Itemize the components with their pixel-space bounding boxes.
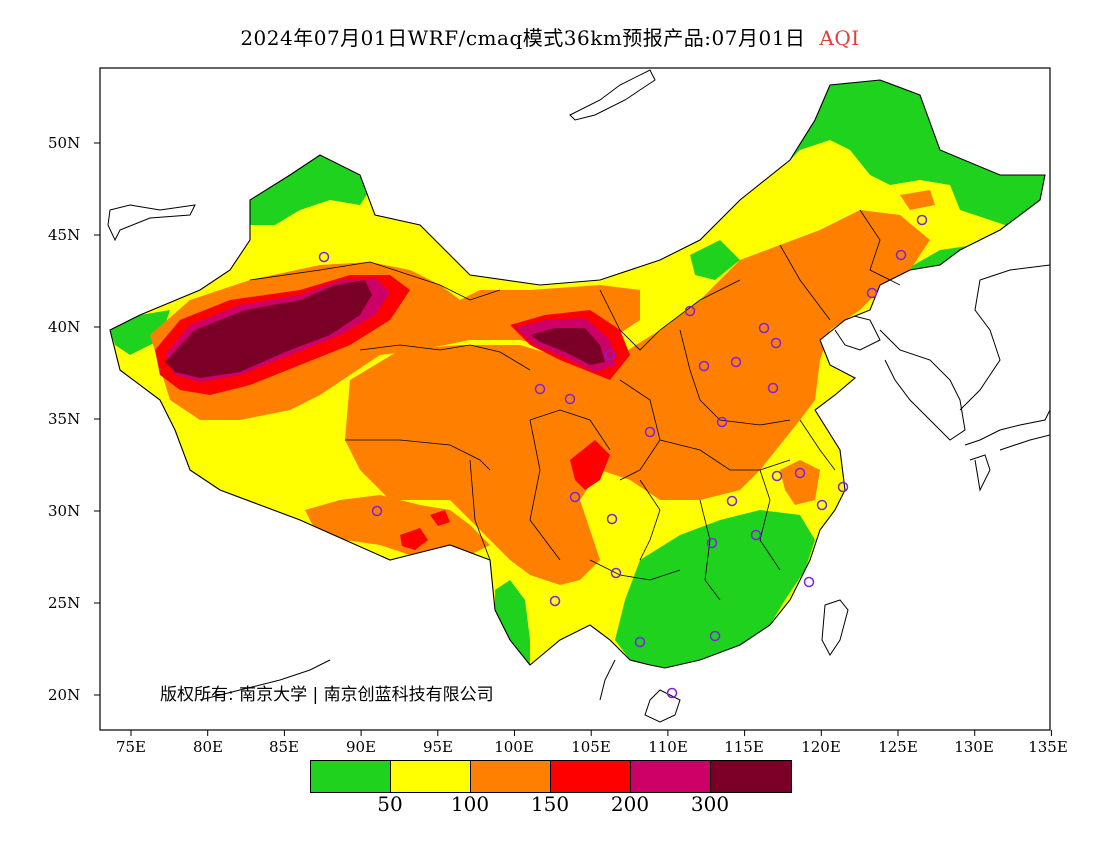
lat-label-40n: 40N bbox=[48, 318, 81, 336]
station-markers bbox=[318, 214, 928, 699]
station-marker bbox=[866, 287, 878, 299]
legend-swatch-very-unhealthy bbox=[631, 761, 711, 792]
station-marker bbox=[684, 305, 696, 317]
station-marker bbox=[706, 537, 718, 549]
station-marker bbox=[666, 687, 678, 699]
axis-ticks bbox=[94, 142, 1052, 736]
color-legend bbox=[310, 760, 792, 793]
lat-label-20n: 20N bbox=[48, 686, 81, 704]
lat-label-50n: 50N bbox=[48, 134, 81, 152]
station-marker bbox=[606, 513, 618, 525]
aqi-good-inner-mongolia bbox=[690, 240, 740, 280]
legend-swatch-moderate bbox=[391, 761, 471, 792]
station-marker bbox=[549, 595, 561, 607]
lon-label-80e: 80E bbox=[192, 738, 224, 756]
lon-label-75e: 75E bbox=[115, 738, 147, 756]
station-marker bbox=[709, 630, 721, 642]
lon-label-100e: 100E bbox=[494, 738, 534, 756]
map-frame bbox=[99, 67, 1051, 731]
aqi-good-south bbox=[615, 510, 815, 668]
copyright-text: 版权所有: 南京大学 | 南京创蓝科技有限公司 bbox=[160, 685, 494, 705]
lon-label-90e: 90E bbox=[345, 738, 377, 756]
station-marker bbox=[916, 214, 928, 226]
station-marker bbox=[794, 467, 806, 479]
legend-tick-150: 150 bbox=[530, 792, 570, 816]
station-marker bbox=[803, 576, 815, 588]
aqi-good-yunnan bbox=[495, 580, 530, 665]
map-title: 2024年07月01日WRF/cmaq模式36km预报产品:07月01日 AQI bbox=[0, 22, 1100, 51]
lon-label-110e: 110E bbox=[648, 738, 688, 756]
legend-tick-100: 100 bbox=[450, 792, 490, 816]
legend-tick-300: 300 bbox=[690, 792, 730, 816]
lon-label-135e: 135E bbox=[1028, 738, 1068, 756]
station-marker bbox=[730, 356, 742, 368]
station-marker bbox=[895, 249, 907, 261]
legend-swatch-sensitive bbox=[471, 761, 551, 792]
station-marker bbox=[698, 360, 710, 372]
legend-swatch-good bbox=[311, 761, 391, 792]
station-marker bbox=[604, 349, 616, 361]
lon-label-95e: 95E bbox=[422, 738, 454, 756]
aqi-good-northeast bbox=[790, 80, 1045, 230]
title-text: 2024年07月01日WRF/cmaq模式36km预报产品:07月01日 bbox=[240, 26, 806, 50]
aqi-unhealthy-spot1 bbox=[400, 528, 428, 550]
lat-label-35n: 35N bbox=[48, 410, 81, 428]
aqi-unhealthy-sichuan bbox=[570, 440, 610, 490]
lat-label-30n: 30N bbox=[48, 502, 81, 520]
aqi-good-xinjiang-north bbox=[250, 155, 370, 225]
station-marker bbox=[569, 491, 581, 503]
lon-label-120e: 120E bbox=[801, 738, 841, 756]
station-marker bbox=[610, 567, 622, 579]
aqi-usg-east bbox=[780, 460, 820, 505]
station-marker bbox=[750, 529, 762, 541]
lon-label-115e: 115E bbox=[724, 738, 764, 756]
map-frame-content bbox=[107, 69, 1050, 723]
coastlines bbox=[107, 69, 1050, 723]
lon-label-105e: 105E bbox=[571, 738, 611, 756]
variable-label: AQI bbox=[819, 26, 860, 50]
lon-label-125e: 125E bbox=[878, 738, 918, 756]
aqi-hazardous-ningxia bbox=[530, 328, 605, 365]
legend-tick-50: 50 bbox=[377, 792, 403, 816]
station-marker bbox=[371, 505, 383, 517]
station-marker bbox=[564, 393, 576, 405]
lat-label-45n: 45N bbox=[48, 226, 81, 244]
station-marker bbox=[816, 499, 828, 511]
lat-label-25n: 25N bbox=[48, 594, 81, 612]
aqi-good-xinjiang-west bbox=[110, 310, 170, 355]
station-marker bbox=[634, 636, 646, 648]
lon-label-130e: 130E bbox=[954, 738, 994, 756]
station-marker bbox=[716, 416, 728, 428]
province-boundaries bbox=[249, 209, 901, 601]
aqi-usg-central bbox=[345, 210, 930, 585]
aqi-hazardous-taklimakan bbox=[165, 280, 372, 378]
station-marker bbox=[837, 481, 849, 493]
station-marker bbox=[644, 426, 656, 438]
station-marker bbox=[767, 382, 779, 394]
legend-tick-200: 200 bbox=[610, 792, 650, 816]
station-marker bbox=[318, 251, 330, 263]
station-marker bbox=[770, 337, 782, 349]
legend-swatch-unhealthy bbox=[551, 761, 631, 792]
lon-label-85e: 85E bbox=[268, 738, 300, 756]
station-marker bbox=[726, 495, 738, 507]
station-marker bbox=[771, 470, 783, 482]
aqi-usg-north-pocket bbox=[900, 190, 935, 210]
legend-swatch-hazardous bbox=[711, 761, 791, 792]
station-marker bbox=[534, 383, 546, 395]
station-marker bbox=[758, 322, 770, 334]
aqi-unhealthy-spot2 bbox=[430, 510, 450, 526]
